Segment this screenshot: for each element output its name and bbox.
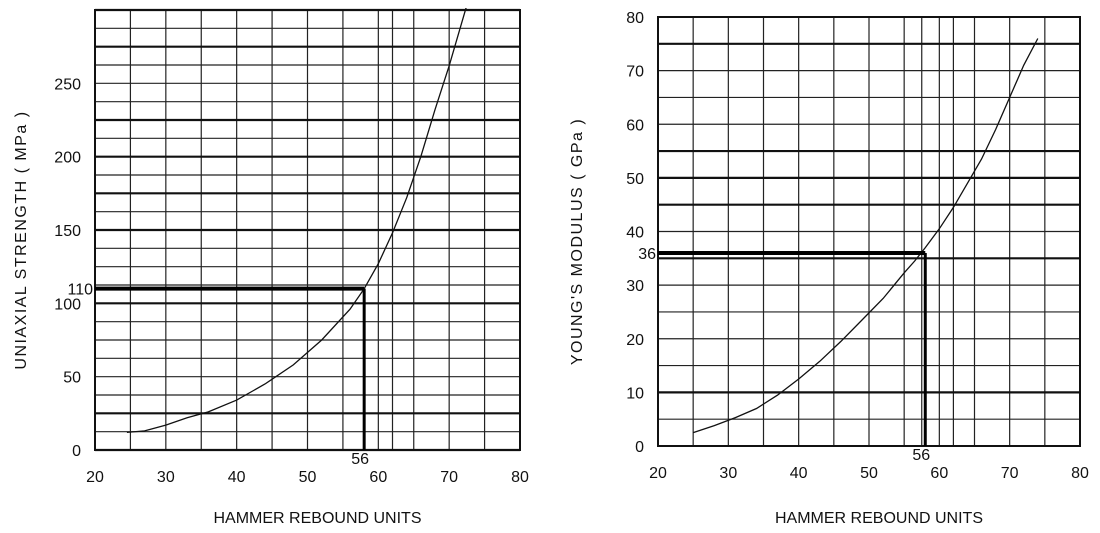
x-tick-label: 40 [228,469,246,486]
y-tick-label: 20 [626,332,644,349]
x-tick-label: 70 [1001,465,1019,482]
annotation-x-label: 56 [912,447,930,464]
annotation-x-label: 56 [351,451,369,468]
annotation-y-label: 36 [638,246,656,263]
y-tick-label: 250 [54,76,81,93]
x-axis-label: HAMMER REBOUND UNITS [775,510,983,527]
y-tick-label: 10 [626,385,644,402]
y-axis-label: UNIAXIAL STRENGTH ( MPa ) [13,110,30,369]
x-tick-label: 40 [790,465,808,482]
y-tick-label: 30 [626,278,644,295]
y-axis-label: YOUNG'S MODULUS ( GPa ) [569,118,586,365]
annotation-y-label: 110 [67,282,93,299]
y-tick-label: 100 [54,296,81,313]
x-tick-label: 60 [369,469,387,486]
youngs-modulus-chart: 20 30 40 50 60 70 80 0 10 20 30 40 50 60 70 80 HAMMER RE… [569,10,1089,527]
y-tick-label: 50 [626,171,644,188]
y-tick-labels: 0 10 20 30 40 50 60 70 80 [626,10,644,456]
x-tick-label: 50 [860,465,878,482]
x-tick-label: 30 [157,469,175,486]
x-tick-label: 70 [440,469,458,486]
y-tick-label: 0 [72,443,81,460]
x-tick-label: 80 [1071,465,1089,482]
grid-lines [95,8,520,452]
x-tick-labels: 20 30 40 50 60 70 80 [86,469,529,486]
series-line [126,8,467,434]
x-axis-label: HAMMER REBOUND UNITS [213,510,421,527]
x-tick-labels: 20 30 40 50 60 70 80 [649,465,1089,482]
y-tick-labels: 0 50 100 150 200 250 [54,76,81,460]
x-tick-label: 50 [299,469,317,486]
y-tick-label: 200 [54,150,81,167]
uniaxial-strength-chart: 20 30 40 50 60 70 80 0 50 100 150 200 250 HAMMER REBO… [13,8,529,527]
y-tick-label: 0 [635,439,644,456]
y-tick-label: 150 [54,223,81,240]
y-tick-label: 50 [63,370,81,387]
x-tick-label: 20 [86,469,104,486]
y-tick-label: 70 [626,64,644,81]
x-tick-label: 60 [930,465,948,482]
series-line [692,38,1039,434]
x-tick-label: 30 [719,465,737,482]
y-tick-label: 40 [626,225,644,242]
y-tick-label: 60 [626,117,644,134]
grid-lines [658,17,1080,446]
y-tick-label: 80 [626,10,644,27]
plot-frame [94,9,521,451]
x-tick-label: 80 [511,469,529,486]
x-tick-label: 20 [649,465,667,482]
plot-frame [657,16,1081,447]
